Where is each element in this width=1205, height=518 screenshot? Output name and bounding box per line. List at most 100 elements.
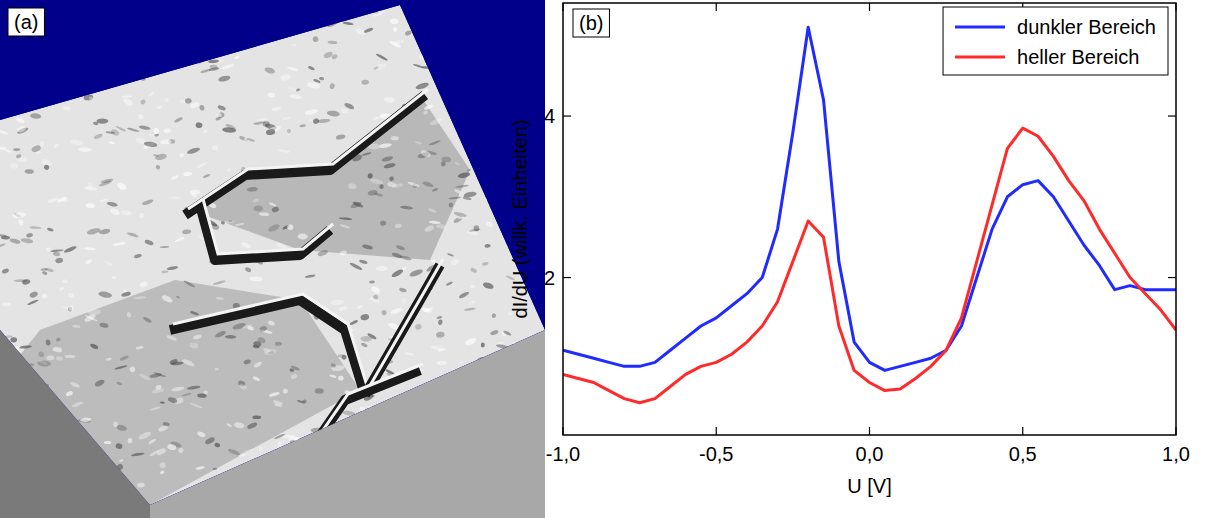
texture-grain: [506, 470, 518, 477]
texture-grain: [14, 83, 24, 89]
texture-grain: [389, 176, 395, 182]
texture-grain: [63, 431, 68, 434]
texture-grain: [98, 228, 110, 235]
texture-grain: [266, 129, 276, 136]
texture-grain: [3, 404, 12, 411]
texture-grain: [379, 184, 384, 189]
texture-grain: [331, 53, 338, 60]
step-edge: [185, 95, 425, 215]
texture-grain: [423, 408, 434, 415]
texture-grain: [395, 223, 403, 228]
texture-grain: [375, 53, 388, 62]
texture-grain: [429, 117, 443, 127]
texture-grain: [160, 246, 169, 248]
texture-grain: [513, 405, 522, 411]
texture-grain: [507, 381, 512, 387]
texture-grain: [493, 147, 505, 157]
texture-grain: [92, 58, 102, 64]
texture-grain: [9, 238, 20, 245]
texture-grain: [282, 116, 290, 120]
texture-grain: [446, 44, 455, 53]
texture-grain: [187, 34, 201, 44]
texture-grain: [372, 422, 378, 427]
texture-grain: [119, 355, 129, 362]
texture-grain: [431, 15, 444, 23]
texture-grain: [369, 178, 383, 185]
texture-grain: [0, 476, 6, 485]
texture-grain: [363, 476, 377, 485]
texture-grain: [329, 374, 337, 379]
texture-grain: [420, 149, 432, 158]
legend-box: [943, 7, 1168, 75]
texture-grain: [167, 443, 177, 450]
legend-swatch: [955, 26, 1005, 29]
texture-grain: [432, 427, 444, 436]
x-tick-top: [716, 3, 717, 11]
texture-grain: [367, 332, 377, 340]
texture-grain: [62, 196, 69, 203]
texture-grain: [312, 36, 319, 43]
texture-grain: [116, 463, 124, 471]
texture-grain: [235, 223, 245, 226]
texture-grain: [440, 514, 447, 518]
texture-grain: [521, 376, 529, 383]
texture-grain: [507, 4, 514, 10]
texture-grain: [439, 446, 451, 455]
texture-grain: [252, 478, 257, 483]
texture-grain: [387, 181, 397, 187]
texture-grain: [484, 244, 490, 248]
texture-grain: [164, 97, 170, 102]
texture-grain: [67, 43, 78, 48]
texture-grain: [488, 408, 497, 413]
texture-grain: [216, 297, 224, 300]
texture-grain: [47, 197, 59, 204]
texture-grain: [89, 96, 94, 100]
texture-grain: [99, 322, 109, 329]
step-highlight: [188, 89, 428, 209]
texture-grain: [503, 330, 512, 336]
texture-grain: [423, 110, 429, 115]
texture-grain: [534, 455, 546, 463]
texture-grain: [483, 377, 488, 383]
texture-grain: [32, 450, 46, 455]
texture-grain: [385, 2, 393, 8]
texture-grain: [197, 161, 208, 168]
texture-grain: [409, 268, 424, 278]
texture-grain: [182, 229, 191, 235]
texture-grain: [408, 448, 416, 453]
texture-grain: [56, 337, 62, 342]
texture-grain: [404, 30, 412, 37]
texture-grain: [384, 97, 395, 103]
texture-grain: [144, 141, 158, 148]
texture-grain: [533, 163, 541, 170]
texture-grain: [252, 344, 259, 348]
texture-grain: [470, 95, 480, 100]
texture-grain: [69, 139, 83, 147]
texture-grain: [141, 515, 146, 518]
texture-grain: [497, 119, 510, 124]
texture-grain: [274, 433, 285, 439]
texture-grain: [381, 155, 393, 163]
texture-grain: [310, 447, 322, 453]
texture-grain: [369, 280, 375, 283]
texture-grain: [468, 300, 476, 305]
texture-grain: [106, 201, 118, 207]
texture-grain: [0, 129, 9, 136]
texture-grain: [373, 62, 387, 72]
texture-grain: [58, 467, 71, 473]
texture-grain: [206, 54, 214, 58]
texture-grain: [481, 143, 495, 150]
texture-grain: [33, 457, 47, 461]
texture-grain: [520, 367, 533, 373]
texture-grain: [447, 253, 454, 257]
texture-grain: [477, 459, 488, 463]
texture-grain: [359, 442, 365, 446]
texture-grain: [1, 302, 11, 306]
texture-grain: [111, 276, 116, 280]
texture-grain: [227, 168, 232, 172]
texture-grain: [448, 202, 453, 208]
texture-grain: [505, 97, 516, 103]
texture-grain: [330, 482, 343, 493]
texture-grain: [497, 341, 505, 345]
texture-grain: [214, 442, 220, 447]
